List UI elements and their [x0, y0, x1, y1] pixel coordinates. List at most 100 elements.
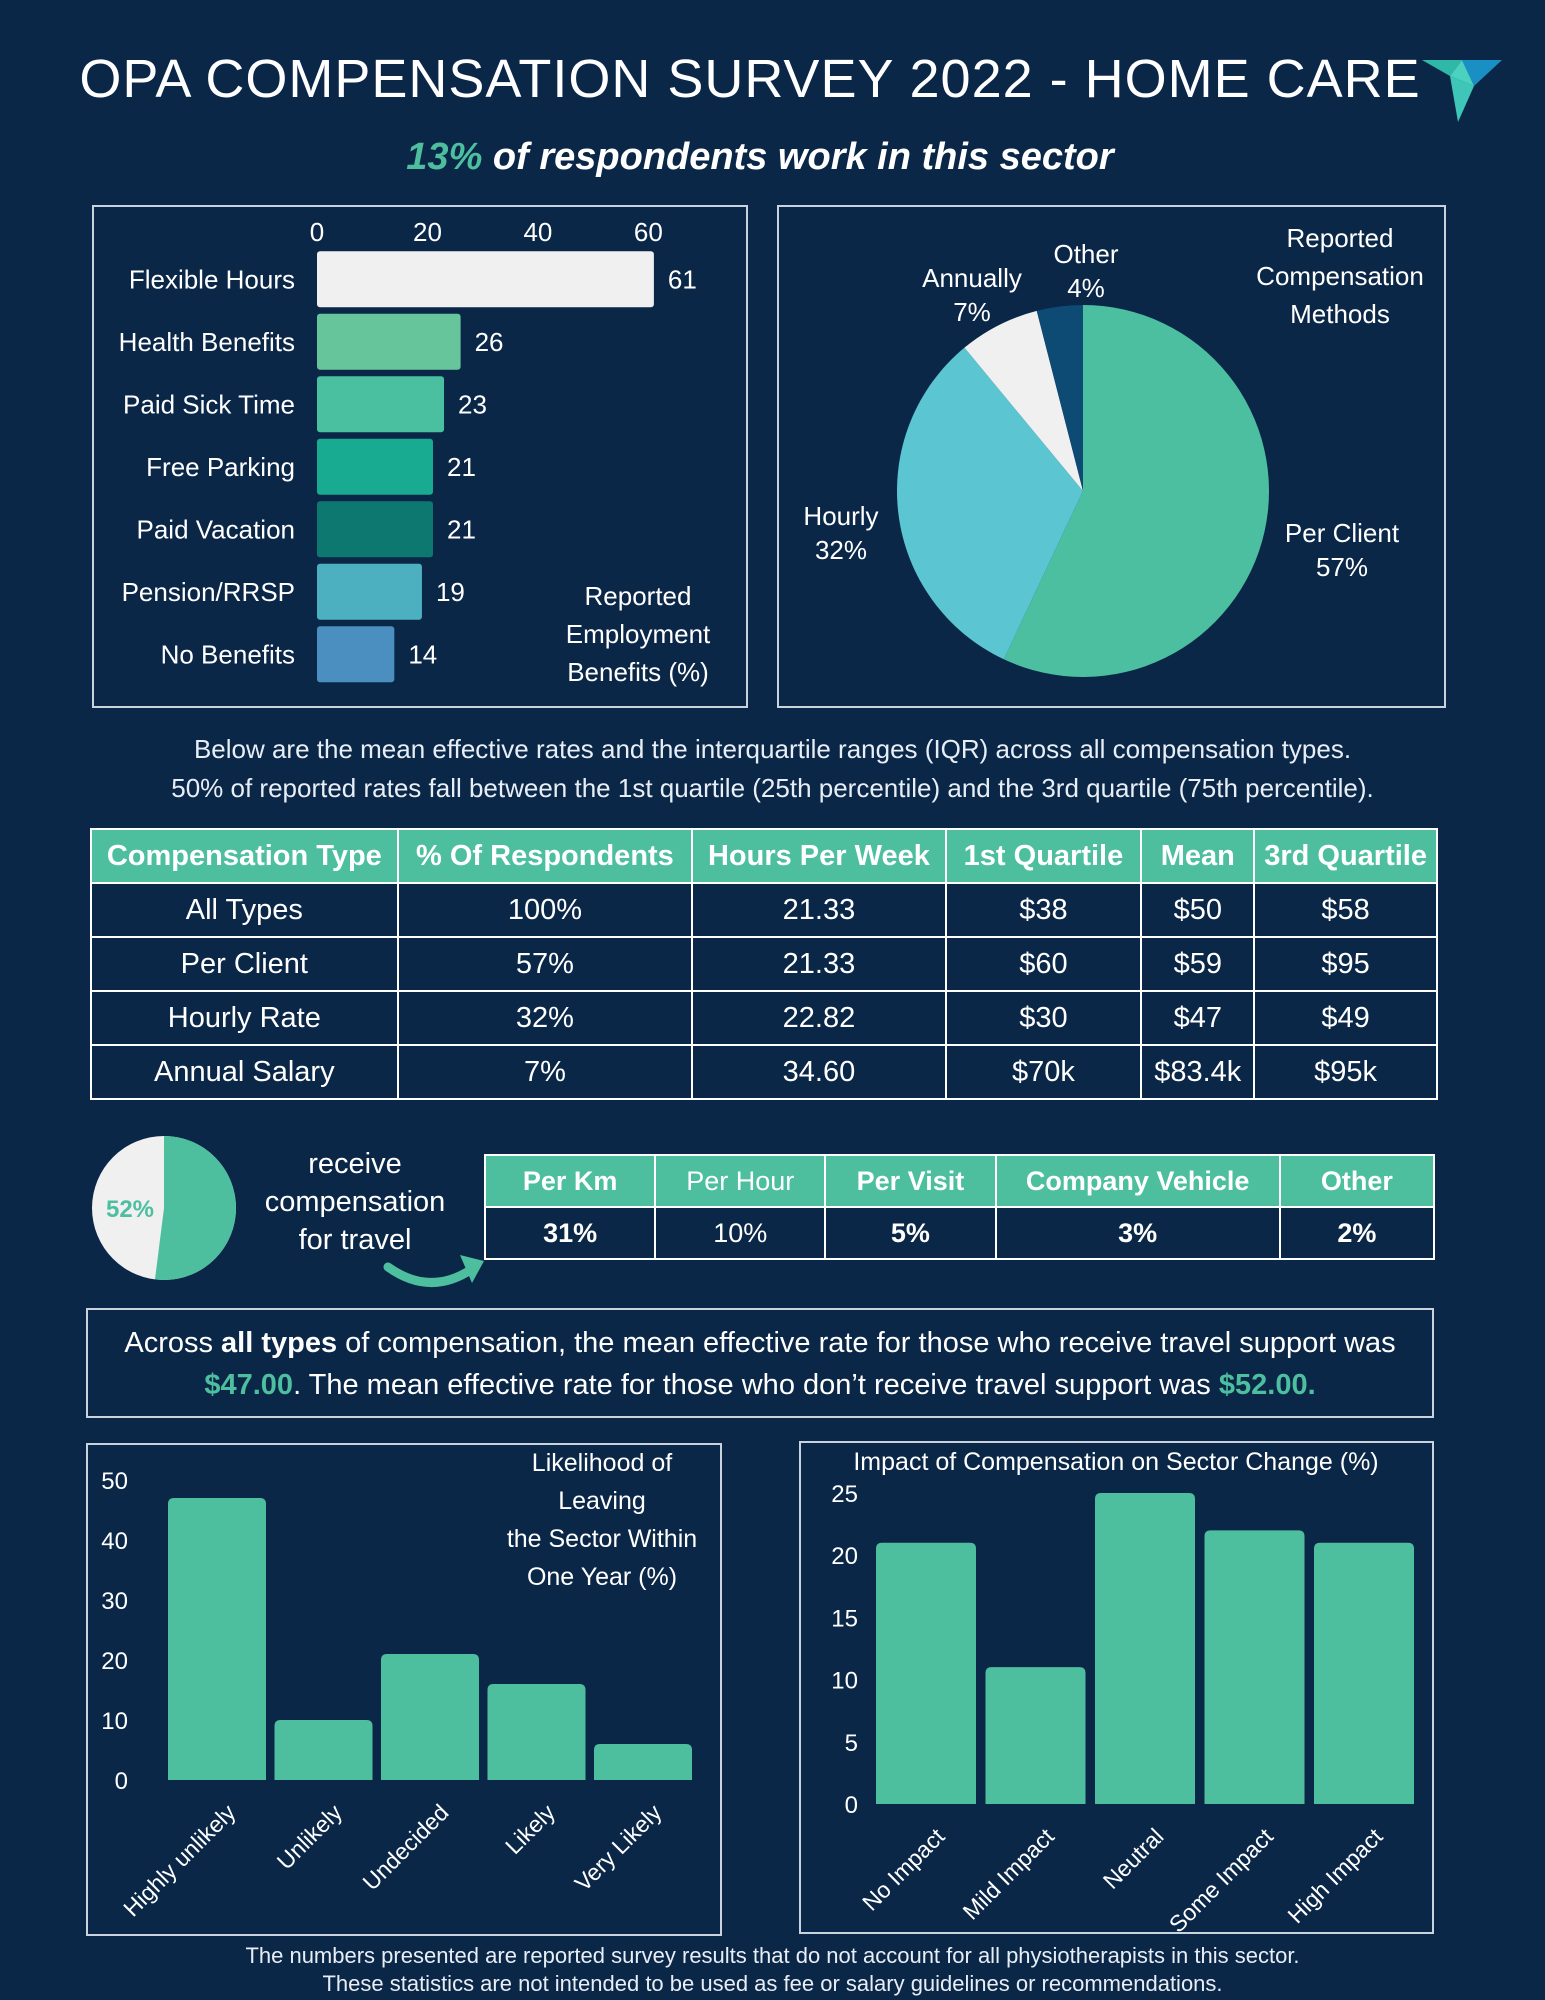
- y-tick-label: 10: [831, 1668, 858, 1695]
- leaving-chart: 0 10 20 30 40 50 Highly unlikely Unlikely Undeci…: [101, 1449, 697, 1922]
- methods-chart-panel: Per Client 57% Hourly 32% Annually 7% Other 4% R…: [777, 205, 1446, 708]
- bar: [317, 501, 433, 558]
- table-header-row: Compensation Type % Of Respondents Hours…: [90, 828, 1438, 884]
- slice-value: 32%: [815, 535, 867, 565]
- pie-slice-received: [154, 1136, 236, 1280]
- bar: [1204, 1530, 1305, 1804]
- x-tick-label: Undecided: [357, 1799, 453, 1895]
- table-row: All Types 100% 21.33 $38 $50 $58: [90, 882, 1438, 938]
- subtitle-text: of respondents work in this sector: [482, 136, 1114, 178]
- table-row: Per Client 57% 21.33 $60 $59 $95: [90, 936, 1438, 992]
- chart-title-line: Compensation: [1256, 261, 1424, 291]
- data-label: 21: [447, 514, 476, 544]
- bar: [317, 438, 433, 495]
- column-header: Other: [1278, 1154, 1436, 1208]
- y-tick-label: 0: [845, 1792, 858, 1819]
- data-label: 26: [475, 327, 504, 357]
- methods-chart: Per Client 57% Hourly 32% Annually 7% Other 4% R…: [803, 223, 1424, 677]
- bar: [487, 1684, 586, 1780]
- bar: [1314, 1542, 1414, 1804]
- note-text: Across: [124, 1327, 222, 1359]
- chart-title-line: Leaving: [558, 1487, 646, 1515]
- table-cell: Per Client: [90, 936, 399, 992]
- bar: [1095, 1493, 1195, 1804]
- chart-title-line: One Year (%): [527, 1563, 677, 1591]
- table-cell: $83.4k: [1140, 1044, 1256, 1100]
- bar: [317, 313, 461, 370]
- table-row: Annual Salary 7% 34.60 $70k $83.4k $95k: [90, 1044, 1438, 1100]
- table-cell: 3%: [994, 1206, 1281, 1260]
- compensation-table: Compensation Type % Of Respondents Hours…: [90, 828, 1438, 1100]
- impact-chart-panel: 0 5 10 15 20 25 No Impact Mild Impact Neutral Som…: [799, 1441, 1434, 1934]
- bar: [381, 1654, 479, 1780]
- travel-percentage: 52%: [106, 1196, 154, 1223]
- table-cell: 100%: [396, 882, 694, 938]
- y-tick-label: 10: [101, 1708, 128, 1735]
- slice-value: 7%: [953, 297, 991, 327]
- pie-slice: [897, 347, 1083, 660]
- travel-label-line: compensation: [264, 1186, 446, 1218]
- data-label: 61: [668, 264, 697, 294]
- table-row: Hourly Rate 32% 22.82 $30 $47 $49: [90, 990, 1438, 1046]
- pie-slice: [1036, 305, 1083, 491]
- sector-percentage: 13%: [406, 136, 483, 178]
- x-tick-label: No Impact: [857, 1823, 950, 1916]
- table-cell: Hourly Rate: [90, 990, 399, 1046]
- slice-label: Other: [1053, 239, 1118, 269]
- intro-line-2: 50% of reported rates fall between the 1…: [171, 773, 1374, 803]
- column-header: Per Hour: [654, 1154, 827, 1208]
- rate-with-travel: $47.00: [204, 1369, 294, 1401]
- y-tick-label: 30: [101, 1588, 128, 1615]
- column-header: Mean: [1140, 828, 1256, 884]
- y-tick-label: 5: [845, 1730, 858, 1757]
- table-cell: 10%: [654, 1206, 827, 1260]
- data-label: 23: [458, 389, 487, 419]
- table-row: 31% 10% 5% 3% 2%: [483, 1206, 1436, 1260]
- x-tick-label: Neutral: [1098, 1823, 1169, 1894]
- note-text: . The mean effective rate for those who …: [293, 1369, 1219, 1401]
- table-cell: 2%: [1278, 1206, 1436, 1260]
- x-tick-label: Likely: [500, 1799, 560, 1859]
- table-cell: Annual Salary: [90, 1044, 399, 1100]
- table-cell: 5%: [824, 1206, 997, 1260]
- category-label: Free Parking: [146, 452, 295, 482]
- chart-title: Impact of Compensation on Sector Change …: [853, 1448, 1378, 1476]
- column-header: 3rd Quartile: [1253, 828, 1438, 884]
- category-label: Flexible Hours: [129, 264, 295, 294]
- note-text: of compensation, the mean effective rate…: [337, 1327, 1396, 1359]
- chart-title-line: Benefits (%): [567, 657, 709, 687]
- bar: [594, 1744, 692, 1780]
- table-cell: $47: [1140, 990, 1256, 1046]
- slice-value: 57%: [1316, 552, 1368, 582]
- column-header: Per Visit: [824, 1154, 997, 1208]
- bar: [317, 626, 395, 683]
- category-label: Pension/RRSP: [122, 577, 295, 607]
- slice-label: Hourly: [803, 501, 878, 531]
- pie-slice: [964, 310, 1083, 491]
- table-cell: 31%: [483, 1206, 657, 1260]
- category-label: Paid Sick Time: [123, 389, 295, 419]
- x-tick-label: Mild Impact: [957, 1823, 1059, 1925]
- page-title: OPA COMPENSATION SURVEY 2022 - HOME CARE: [79, 49, 1421, 109]
- x-tick-label: Unlikely: [272, 1799, 348, 1875]
- footer-line: These statistics are not intended to be …: [322, 1971, 1223, 1996]
- travel-label: receive compensation for travel: [255, 1145, 455, 1259]
- table-cell: $30: [944, 990, 1143, 1046]
- travel-label-line: for travel: [298, 1224, 412, 1256]
- table-cell: 32%: [396, 990, 694, 1046]
- data-label: 21: [447, 452, 476, 482]
- travel-rate-note: Across all types of compensation, the me…: [86, 1308, 1434, 1418]
- rate-without-travel: $52.00.: [1218, 1369, 1316, 1401]
- pie-slice: [1003, 305, 1269, 677]
- chart-title-line: Reported: [1287, 223, 1394, 253]
- x-tick-label: Highly unlikely: [118, 1799, 241, 1922]
- column-header: 1st Quartile: [944, 828, 1143, 884]
- chart-title-line: Methods: [1290, 299, 1390, 329]
- footer-disclaimer: The numbers presented are reported surve…: [0, 1942, 1545, 1998]
- table-cell: 34.60: [691, 1044, 947, 1100]
- table-cell: 21.33: [691, 882, 947, 938]
- y-tick-label: 20: [101, 1648, 128, 1675]
- x-tick-label: 0: [310, 217, 324, 247]
- table-cell: 22.82: [691, 990, 947, 1046]
- y-tick-label: 20: [831, 1543, 858, 1570]
